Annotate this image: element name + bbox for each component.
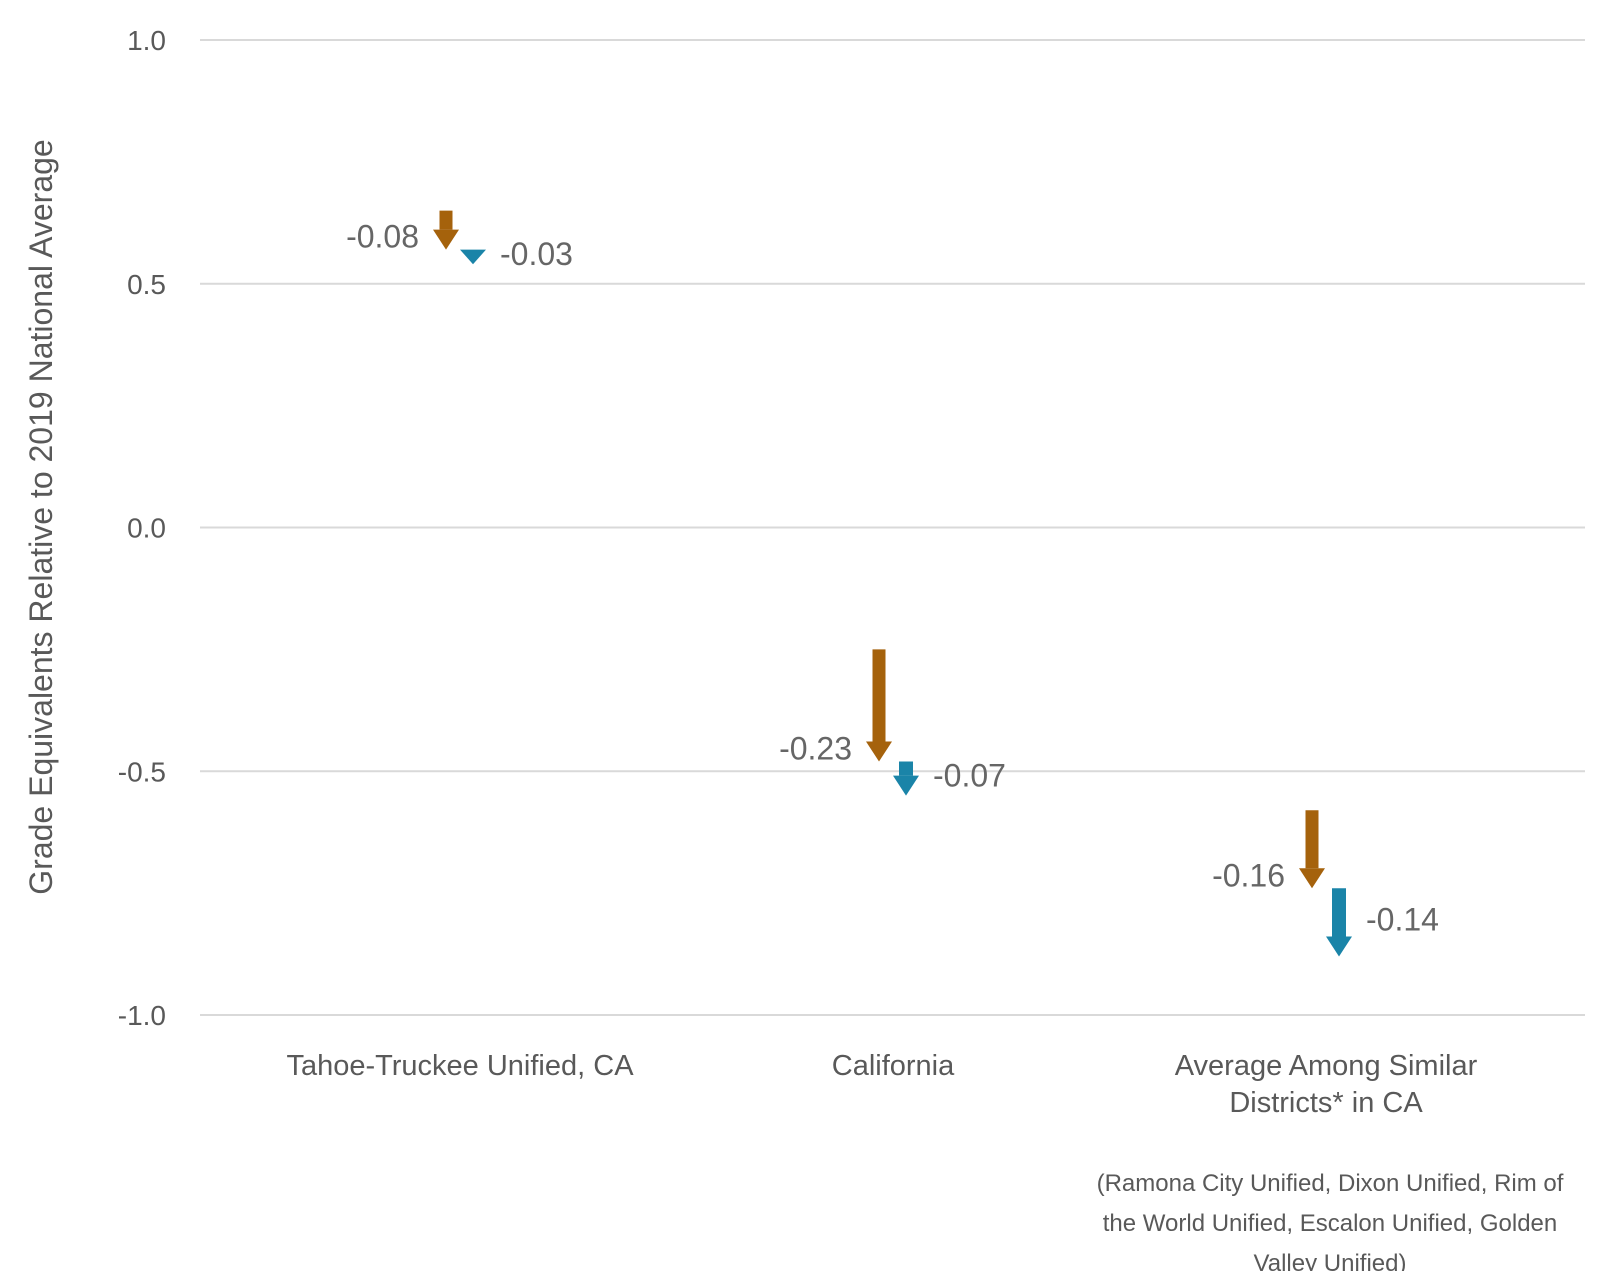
arrow-head (1326, 936, 1352, 957)
arrow-head (866, 741, 892, 762)
footnote-line: Valley Unified) (1254, 1250, 1407, 1271)
arrow-shaft (872, 649, 886, 742)
gridlines (200, 39, 1585, 1016)
category-label: Average Among Similar (1175, 1050, 1478, 1082)
data-label: -0.03 (500, 236, 573, 272)
arrow-0-0: -0.08 (346, 210, 459, 255)
arrow-head (1299, 868, 1325, 889)
arrow-1-0: -0.23 (779, 649, 892, 767)
footnote-line: the World Unified, Escalon Unified, Gold… (1103, 1210, 1557, 1237)
arrow-head (893, 775, 919, 796)
arrow-shaft (899, 761, 913, 776)
data-label: -0.23 (779, 731, 852, 767)
y-tick-label: -0.5 (118, 756, 166, 787)
arrow-shaft (439, 210, 453, 230)
arrow-shaft (1332, 888, 1346, 937)
y-tick-label: 1.0 (127, 25, 166, 56)
arrows: -0.08 -0.03 -0.23 -0.07 -0.16 -0.14 (346, 210, 1439, 957)
category-label: Districts* in CA (1229, 1087, 1423, 1119)
data-label: -0.16 (1212, 857, 1285, 893)
arrow-1-1: -0.07 (893, 758, 1006, 796)
arrow-2-0: -0.16 (1212, 810, 1325, 893)
y-tick-label: 0.5 (127, 269, 166, 300)
arrow-head (433, 229, 459, 250)
y-tick-label: 0.0 (127, 513, 166, 544)
arrow-shaft (1305, 810, 1319, 869)
arrow-0-1: -0.03 (460, 236, 573, 272)
arrow-2-1: -0.14 (1326, 888, 1439, 957)
data-label: -0.07 (933, 758, 1006, 794)
footnote-line: (Ramona City Unified, Dixon Unified, Rim… (1097, 1170, 1564, 1197)
data-label: -0.14 (1366, 901, 1439, 937)
category-label: California (832, 1050, 955, 1082)
x-axis-categories: Tahoe-Truckee Unified, CA California Avera… (286, 1050, 1477, 1119)
arrow-head (460, 249, 486, 265)
data-label: -0.08 (346, 219, 419, 255)
y-axis-ticks: 1.0 0.5 0.0 -0.5 -1.0 (118, 25, 166, 1031)
category-label: Tahoe-Truckee Unified, CA (286, 1050, 634, 1082)
y-tick-label: -1.0 (118, 1000, 166, 1031)
y-axis-label: Grade Equivalents Relative to 2019 Natio… (23, 139, 59, 894)
footnote: (Ramona City Unified, Dixon Unified, Rim… (1097, 1170, 1564, 1271)
